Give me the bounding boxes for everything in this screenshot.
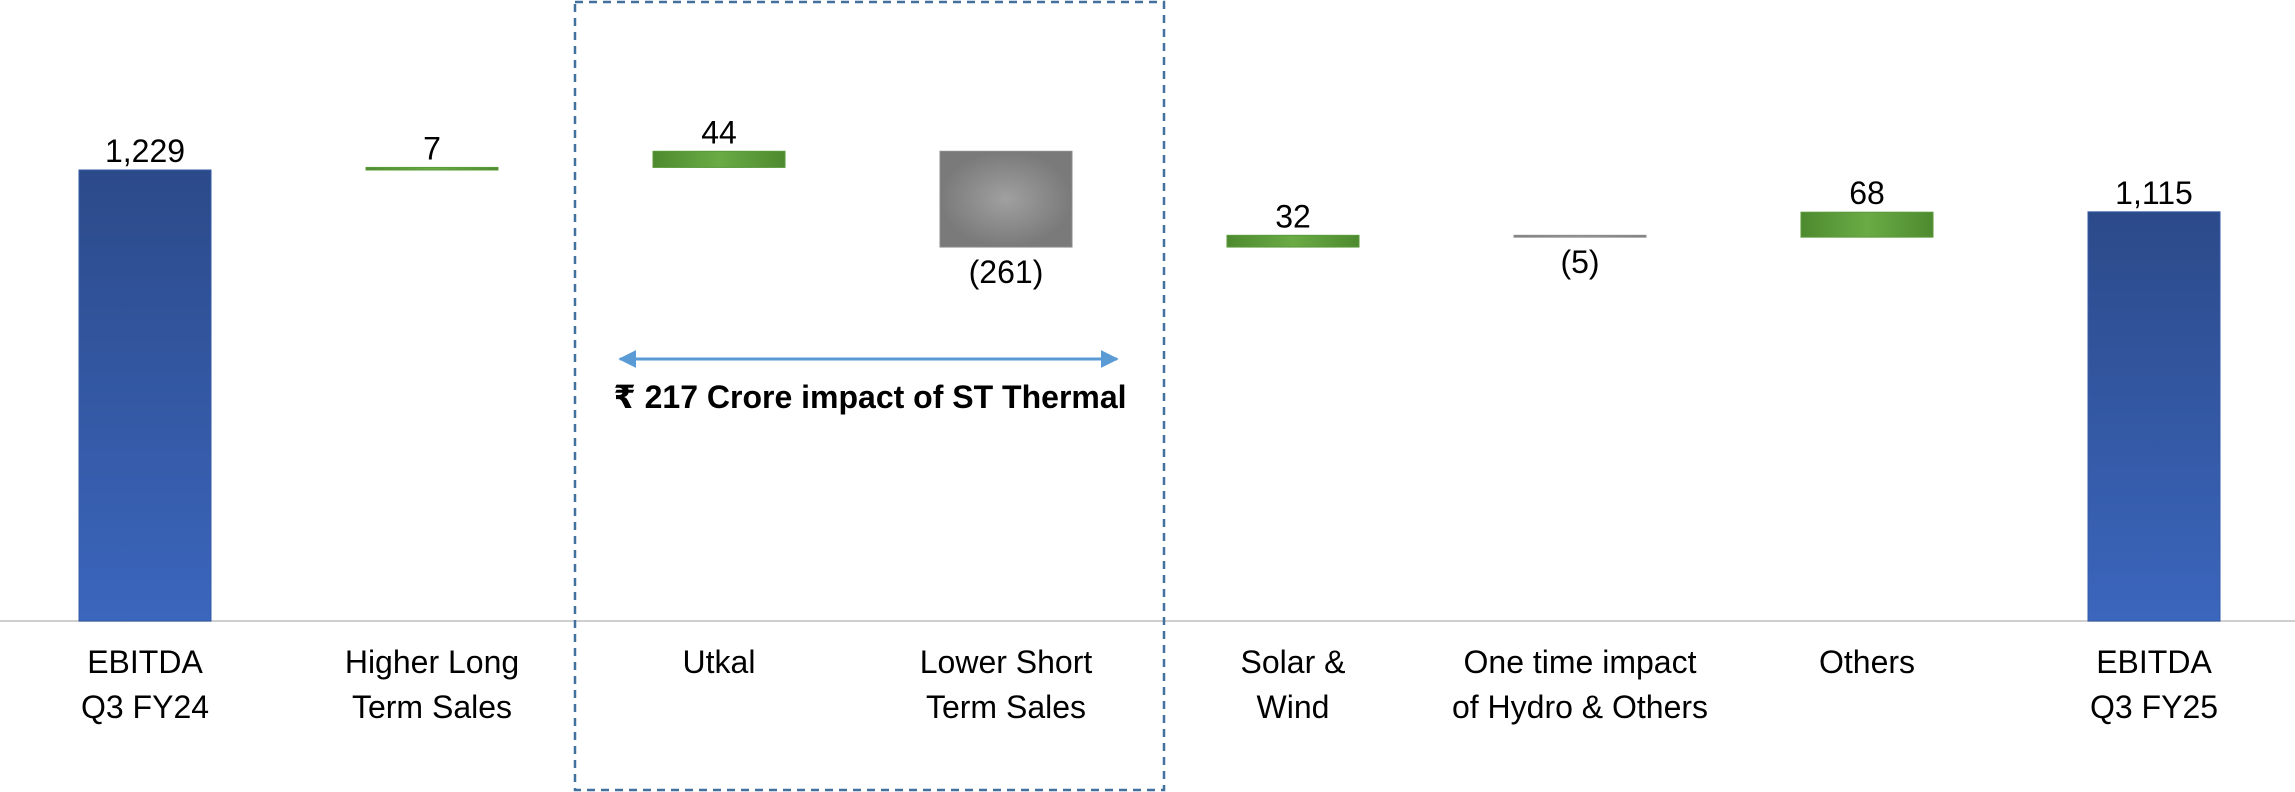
highlight-box [573, 0, 1166, 792]
data-label: 32 [1275, 198, 1311, 234]
bar [78, 169, 212, 622]
data-label: (5) [1560, 244, 1599, 280]
bar [365, 166, 499, 171]
annotation: ₹ 217 Crore impact of ST Thermal [613, 379, 1126, 415]
x-tick-label: EBITDA Q3 FY25 [2089, 644, 2219, 725]
bar [1513, 234, 1647, 238]
x-tick-label: Solar & Wind [1240, 644, 1346, 725]
data-label: (261) [969, 254, 1044, 290]
bar [939, 150, 1073, 248]
bar [1800, 211, 1934, 238]
bar [1226, 234, 1360, 248]
data-label: 7 [423, 130, 441, 166]
x-tick-label: Others [1818, 644, 1916, 680]
x-tick-label: EBITDA Q3 FY24 [80, 644, 210, 725]
x-tick-label: Higher Long Term Sales [344, 644, 520, 725]
data-label: 1,229 [105, 133, 185, 169]
data-label: 44 [701, 114, 737, 150]
data-label: 68 [1849, 175, 1885, 211]
x-tick-label: One time impact of Hydro & Others [1451, 644, 1709, 725]
x-tick-label: Lower Short Term Sales [919, 644, 1093, 725]
x-tick-label: Utkal [682, 644, 756, 680]
data-label: 1,115 [2115, 175, 2193, 211]
bar [652, 150, 786, 168]
bar [2087, 211, 2221, 622]
